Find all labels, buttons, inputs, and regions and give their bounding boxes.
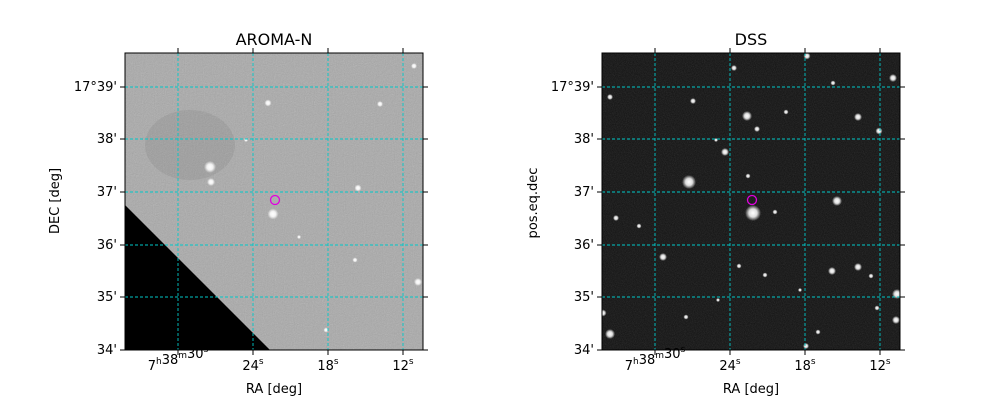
- dec-tick-label: 38': [574, 132, 594, 147]
- dss-image-noise: [602, 53, 900, 350]
- star: [605, 329, 615, 339]
- dss-axes-frame: [601, 52, 901, 351]
- dss-image: [602, 53, 900, 350]
- star: [874, 305, 880, 311]
- aroma-n-panel: 7h38m30s 24s 18s 12s 17°39' 38' 37' 36' 35' 34' A…: [48, 30, 428, 397]
- dec-tick-label: 34': [574, 343, 594, 358]
- dec-tick-label: 35': [574, 290, 594, 305]
- star: [683, 314, 689, 320]
- aroma-axis-ticks: 7h38m30s 24s 18s 12s 17°39' 38' 37' 36' 35' 34': [74, 48, 428, 374]
- star: [762, 272, 768, 278]
- target-marker: [746, 194, 758, 206]
- aroma-coordinate-grid: [125, 53, 423, 351]
- ra-tick-label: 12s: [869, 357, 891, 374]
- ra-tick-label: 18s: [794, 357, 816, 374]
- dss-axis-ticks: 7h38m30s 24s 18s 12s 17°39' 38' 37' 36' 35' 34': [551, 48, 905, 374]
- star: [636, 223, 642, 229]
- dec-tick-label: 37': [574, 185, 594, 200]
- star: [731, 65, 737, 71]
- star: [798, 288, 802, 292]
- aroma-axes-frame: [124, 52, 424, 351]
- dss-stars: [602, 53, 900, 349]
- star: [854, 113, 862, 121]
- ra-tick-label: 18s: [317, 357, 339, 374]
- panel-title: AROMA-N: [236, 30, 313, 49]
- y-axis-label: pos.eq.dec: [526, 168, 541, 239]
- star: [716, 298, 720, 302]
- dss-coordinate-grid: [602, 53, 900, 351]
- star: [207, 178, 215, 186]
- x-axis-label: RA [deg]: [723, 382, 779, 397]
- target-marker: [269, 194, 281, 206]
- aroma-masked-region: [125, 205, 270, 350]
- star: [323, 327, 329, 333]
- star: [832, 196, 842, 206]
- star: [868, 273, 874, 279]
- star: [815, 329, 821, 335]
- star: [754, 126, 760, 132]
- star: [352, 257, 358, 263]
- star: [602, 309, 607, 317]
- dec-tick-label: 34': [97, 343, 117, 358]
- star: [264, 99, 272, 107]
- x-axis-label: RA [deg]: [246, 382, 302, 397]
- y-axis-label: DEC [deg]: [48, 168, 63, 234]
- star: [892, 289, 900, 299]
- star: [204, 161, 216, 173]
- dec-tick-label: 37': [97, 185, 117, 200]
- star: [803, 343, 809, 349]
- star: [613, 215, 619, 221]
- dec-tick-label: 36': [574, 238, 594, 253]
- star: [377, 101, 383, 107]
- star: [875, 127, 883, 135]
- aroma-dark-patch: [145, 110, 235, 180]
- star: [745, 173, 751, 179]
- star: [745, 205, 761, 221]
- dec-tick-label: 38': [97, 132, 117, 147]
- star: [354, 184, 362, 192]
- dec-tick-label: 17°39': [551, 80, 594, 95]
- star: [659, 253, 667, 261]
- dec-tick-label: 36': [97, 238, 117, 253]
- star: [772, 209, 778, 215]
- aroma-n-image: [125, 53, 423, 350]
- star: [828, 267, 836, 275]
- star: [690, 98, 696, 104]
- star: [721, 148, 729, 156]
- star: [411, 63, 417, 69]
- star: [783, 109, 789, 115]
- dss-panel: 7h38m30s 24s 18s 12s 17°39' 38' 37' 36' 35' 34' D…: [526, 30, 905, 397]
- panel-title: DSS: [735, 30, 768, 49]
- star: [854, 263, 862, 271]
- star: [267, 208, 279, 220]
- ra-tick-label: 7h38m30s: [148, 345, 209, 374]
- star: [297, 235, 301, 239]
- star: [607, 94, 613, 100]
- star: [414, 278, 422, 286]
- dec-tick-label: 35': [97, 290, 117, 305]
- ra-tick-label: 24s: [242, 357, 264, 374]
- dec-tick-label: 17°39': [74, 80, 117, 95]
- star: [682, 175, 696, 189]
- star: [889, 74, 897, 82]
- star: [892, 316, 900, 324]
- star: [736, 263, 742, 269]
- ra-tick-label: 24s: [719, 357, 741, 374]
- ra-tick-label: 7h38m30s: [625, 345, 686, 374]
- star: [830, 80, 836, 86]
- ra-tick-label: 12s: [392, 357, 414, 374]
- star: [742, 111, 752, 121]
